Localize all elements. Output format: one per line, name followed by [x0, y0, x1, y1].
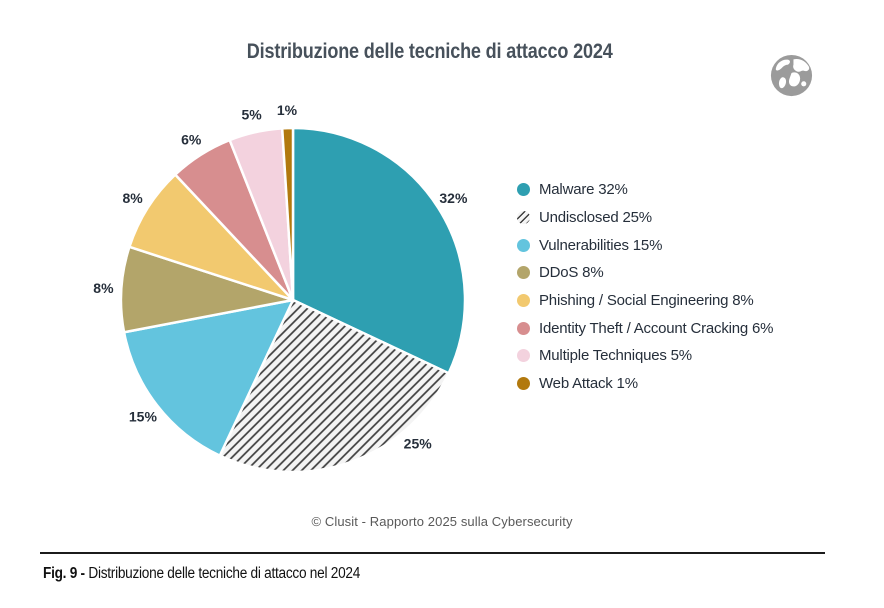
- figure-number: Fig. 9 -: [43, 565, 85, 582]
- legend-marker-vulnerabilities: [517, 238, 530, 252]
- legend-marker-undisclosed: [517, 211, 530, 225]
- pie-slice-vulnerabilities: [122, 298, 295, 457]
- pie-slice-labels: 32% 25% 15% 8% 8% 6% 5% 1%: [93, 102, 468, 451]
- legend-label-undisclosed: Undisclosed 25%: [539, 209, 652, 227]
- legend-item-multiple-techniques: Multiple Techniques 5%: [517, 342, 773, 370]
- legend-label-ddos: DDoS 8%: [539, 264, 604, 282]
- legend-item-vulnerabilities: Vulnerabilities 15%: [517, 231, 773, 259]
- pie-label-phishing-social-engineering: 8%: [122, 190, 143, 206]
- legend-label-multiple-techniques: Multiple Techniques 5%: [539, 347, 692, 365]
- legend-marker-multiple-techniques: [517, 349, 530, 363]
- legend-item-phishing-social-engineering: Phishing / Social Engineering 8%: [517, 287, 773, 315]
- legend-label-web-attack: Web Attack 1%: [539, 375, 638, 393]
- legend: Malware 32% Undisclosed 25% Vulnerabilitie…: [517, 176, 774, 398]
- legend-label-vulnerabilities: Vulnerabilities 15%: [539, 236, 663, 254]
- pie-slice-malware: [291, 126, 467, 375]
- legend-item-web-attack: Web Attack 1%: [517, 370, 773, 398]
- source-caption: © Clusit - Rapporto 2025 sulla Cybersecu…: [311, 514, 573, 529]
- globe-icon-svg: [770, 54, 813, 97]
- chart-title-text: Distribuzione delle tecniche di attacco …: [247, 40, 613, 63]
- legend-item-ddos: DDoS 8%: [517, 259, 773, 287]
- legend-label-malware: Malware 32%: [539, 181, 628, 199]
- legend-marker-malware: [517, 183, 530, 197]
- legend-label-identity-theft-account-cracking: Identity Theft / Account Cracking 6%: [539, 319, 774, 337]
- legend-marker-phishing-social-engineering: [517, 294, 530, 308]
- pie-slice-undisclosed: [218, 298, 450, 474]
- pie-label-web-attack: 1%: [277, 102, 298, 118]
- pie-label-undisclosed: 25%: [404, 435, 433, 451]
- pie-label-multiple-techniques: 5%: [241, 107, 262, 123]
- figure-caption: Fig. 9 - Distribuzione delle tecniche di …: [43, 565, 360, 583]
- pie-slice-web-attack: [280, 126, 295, 302]
- legend-marker-ddos: [517, 266, 530, 280]
- legend-label-phishing-social-engineering: Phishing / Social Engineering 8%: [539, 292, 754, 310]
- pie-slices: [119, 126, 467, 474]
- pie-label-identity-theft-account-cracking: 6%: [181, 132, 202, 148]
- legend-item-identity-theft-account-cracking: Identity Theft / Account Cracking 6%: [517, 314, 774, 342]
- legend-item-malware: Malware 32%: [517, 176, 773, 204]
- legend-marker-identity-theft-account-cracking: [517, 321, 530, 335]
- legend-item-undisclosed: Undisclosed 25%: [517, 204, 773, 232]
- legend-marker-web-attack: [517, 377, 530, 391]
- globe-icon: [768, 52, 815, 99]
- pie-label-malware: 32%: [439, 190, 468, 206]
- pie-label-vulnerabilities: 15%: [129, 408, 158, 424]
- figure-caption-text: Distribuzione delle tecniche di attacco …: [88, 565, 361, 582]
- chart-title: Distribuzione delle tecniche di attacco …: [0, 40, 860, 64]
- divider-line: [40, 552, 825, 554]
- pie-label-ddos: 8%: [93, 280, 114, 296]
